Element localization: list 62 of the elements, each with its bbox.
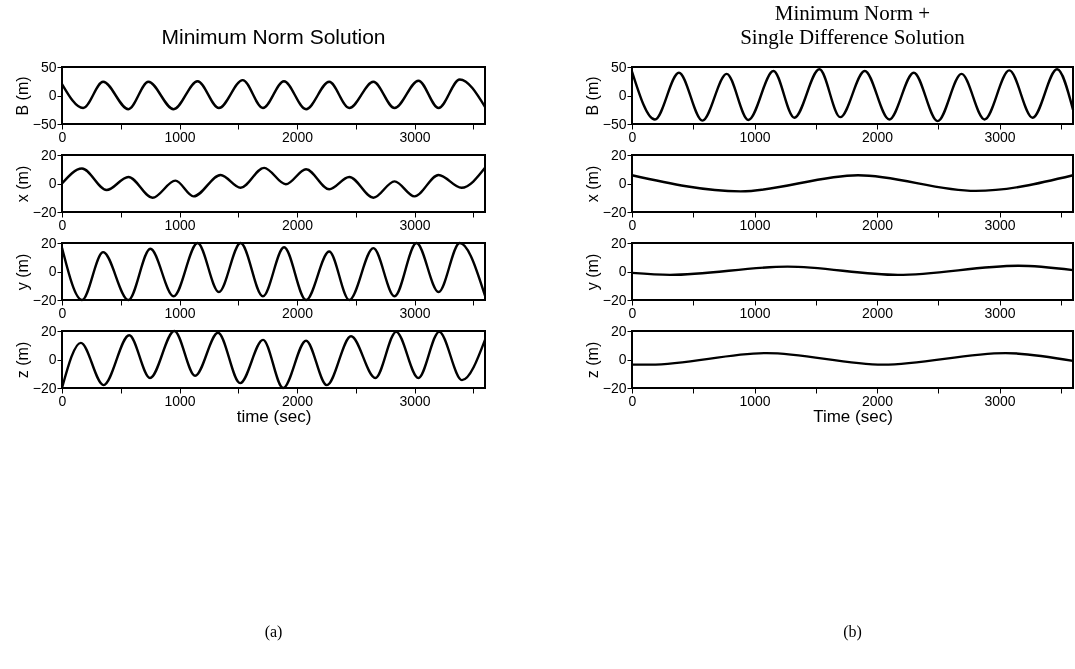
- x-tick-label: 2000: [861, 216, 894, 233]
- y-axis-title: B (m): [13, 76, 31, 116]
- x-tick-label: 2000: [281, 128, 314, 145]
- x-tick-label: 3000: [399, 304, 431, 321]
- y-axis-title: z (m): [13, 341, 31, 379]
- y-tick-label: −20: [32, 379, 57, 396]
- text: (b): [843, 623, 862, 641]
- y-tick-label: 50: [610, 58, 627, 75]
- y-tick-label: 50: [40, 58, 57, 75]
- text: (a): [264, 623, 283, 641]
- y-axis-title: z (m): [583, 341, 601, 379]
- y-tick-label: 0: [618, 351, 627, 367]
- y-axis-title: x (m): [13, 165, 31, 203]
- x-tick-label: 2000: [281, 304, 314, 321]
- y-tick-label: −20: [602, 379, 627, 396]
- x-tick-label: 3000: [399, 216, 431, 233]
- x-tick-label: 3000: [399, 392, 431, 409]
- chart-title: Minimum Norm + Single Difference Solution: [740, 1, 966, 49]
- y-tick-label: 0: [48, 175, 57, 191]
- y-tick-label: −20: [602, 291, 627, 308]
- y-tick-label: −50: [32, 115, 57, 132]
- y-tick-label: 0: [618, 87, 627, 103]
- x-tick-label: 3000: [399, 128, 431, 145]
- y-tick-label: −20: [32, 291, 57, 308]
- x-tick-label: 1000: [164, 128, 196, 145]
- x-tick-label: 3000: [984, 304, 1016, 321]
- y-tick-label: 0: [48, 263, 57, 279]
- x-tick-label: 3000: [984, 128, 1016, 145]
- y-tick-label: 20: [40, 146, 57, 163]
- y-axis-title: y (m): [583, 253, 601, 291]
- y-tick-label: 0: [48, 87, 57, 103]
- x-tick-label: 3000: [984, 216, 1016, 233]
- x-tick-label: 1000: [739, 304, 771, 321]
- x-tick-label: 1000: [739, 128, 771, 145]
- x-tick-label: 2000: [281, 216, 314, 233]
- x-tick-label: 1000: [739, 392, 771, 409]
- x-tick-label: 2000: [861, 392, 894, 409]
- y-tick-label: −20: [32, 203, 57, 220]
- x-tick-label: 1000: [739, 216, 771, 233]
- x-tick-label: 2000: [281, 392, 314, 409]
- y-tick-label: 20: [610, 146, 627, 163]
- y-tick-label: 0: [48, 351, 57, 367]
- x-axis-title: Time (sec): [813, 406, 893, 426]
- chart-title: Minimum Norm Solution: [161, 25, 386, 48]
- x-tick-label: 2000: [861, 304, 894, 321]
- y-axis-title: x (m): [583, 165, 601, 203]
- x-tick-label: 2000: [861, 128, 894, 145]
- y-tick-label: 20: [40, 322, 57, 339]
- y-tick-label: −20: [602, 203, 627, 220]
- x-tick-label: 1000: [164, 216, 196, 233]
- y-tick-label: 20: [40, 234, 57, 251]
- x-tick-label: 1000: [164, 392, 196, 409]
- y-tick-label: 20: [610, 234, 627, 251]
- y-tick-label: 20: [610, 322, 627, 339]
- y-axis-title: y (m): [13, 253, 31, 291]
- x-axis-title: time (sec): [236, 406, 312, 426]
- y-tick-label: 0: [618, 263, 627, 279]
- y-axis-title: B (m): [583, 76, 601, 116]
- y-tick-label: −50: [602, 115, 627, 132]
- x-tick-label: 3000: [984, 392, 1016, 409]
- x-tick-label: 1000: [164, 304, 196, 321]
- y-tick-label: 0: [618, 175, 627, 191]
